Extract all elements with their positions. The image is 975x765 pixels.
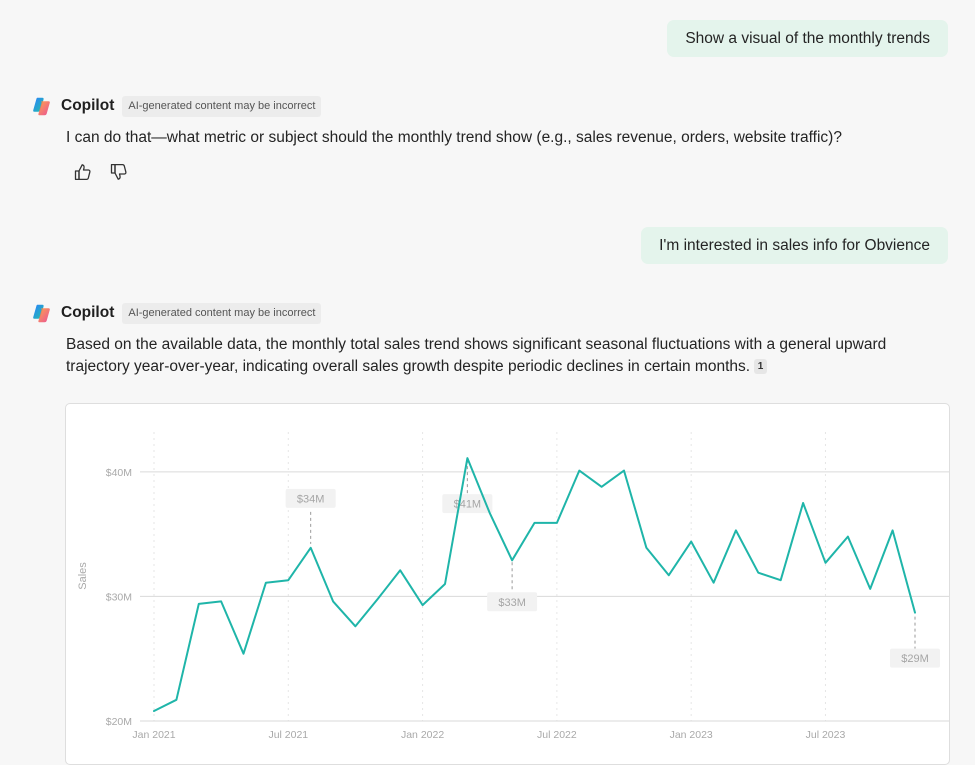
reply-text: Based on the available data, the monthly… bbox=[66, 336, 887, 375]
callout-label: $33M bbox=[498, 597, 526, 609]
sales-series-line bbox=[153, 457, 916, 712]
y-tick-label: $20M bbox=[106, 716, 132, 728]
ai-disclaimer-badge: AI-generated content may be incorrect bbox=[122, 95, 322, 117]
thumbs-up-icon[interactable] bbox=[72, 161, 94, 183]
thumbs-down-icon[interactable] bbox=[108, 161, 130, 183]
copilot-reply-2: Based on the available data, the monthly… bbox=[66, 334, 946, 378]
sales-line-chart: $20M $30M $40M Jan 2021 Jul 2021 Jan 2022 Jul … bbox=[77, 432, 949, 741]
citation-badge[interactable]: 1 bbox=[754, 359, 768, 374]
x-tick-label: Jul 2022 bbox=[537, 729, 577, 741]
callout-box bbox=[487, 592, 538, 612]
callout-box bbox=[442, 494, 493, 514]
user-message: Show a visual of the monthly trends bbox=[667, 20, 948, 57]
callout-label: $34M bbox=[297, 493, 325, 505]
copilot-logo-icon bbox=[33, 304, 50, 322]
callout-box bbox=[890, 648, 940, 668]
x-tick-label: Jul 2023 bbox=[806, 729, 846, 741]
copilot-logo-icon bbox=[33, 97, 50, 115]
x-tick-label: Jul 2021 bbox=[268, 729, 308, 741]
feedback-bar bbox=[72, 161, 130, 183]
y-axis-title: Sales bbox=[77, 562, 89, 590]
y-tick-label: $40M bbox=[106, 467, 132, 479]
x-tick-label: Jan 2022 bbox=[401, 729, 444, 741]
ai-disclaimer-badge: AI-generated content may be incorrect bbox=[122, 302, 322, 324]
callout-box bbox=[285, 488, 336, 508]
copilot-name: Copilot bbox=[61, 97, 115, 114]
copilot-header: Copilot AI-generated content may be inco… bbox=[31, 302, 322, 324]
x-tick-label: Jan 2023 bbox=[670, 729, 713, 741]
copilot-name: Copilot bbox=[61, 304, 115, 321]
sales-chart-card: $20M $30M $40M Jan 2021 Jul 2021 Jan 2022 Jul … bbox=[65, 403, 950, 765]
copilot-header: Copilot AI-generated content may be inco… bbox=[31, 95, 322, 117]
copilot-reply-1: I can do that—what metric or subject sho… bbox=[66, 129, 842, 146]
y-tick-label: $30M bbox=[106, 591, 132, 603]
callout-label: $29M bbox=[901, 653, 929, 665]
x-tick-label: Jan 2021 bbox=[132, 729, 175, 741]
user-message: I'm interested in sales info for Obvienc… bbox=[641, 227, 948, 264]
